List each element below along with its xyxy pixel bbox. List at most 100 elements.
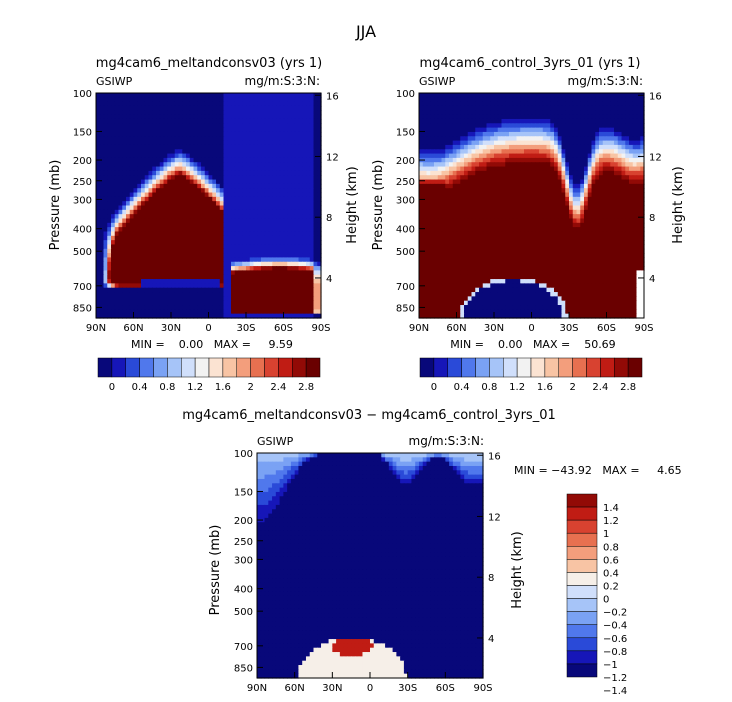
field-cell [141, 309, 146, 315]
field-cell [546, 188, 551, 194]
field-cell [569, 166, 574, 172]
field-cell [550, 123, 555, 129]
field-cell [572, 209, 578, 215]
field-cell [298, 188, 303, 194]
field-cell [584, 183, 589, 189]
field-cell [148, 127, 153, 133]
field-cell [201, 305, 206, 310]
field-cell [174, 188, 180, 194]
field-cell [621, 127, 626, 133]
field-cell [96, 227, 101, 233]
field-cell [430, 105, 435, 111]
field-cell [640, 101, 645, 107]
field-cell [632, 166, 638, 172]
field-cell [554, 144, 559, 150]
field-cell [629, 101, 634, 107]
field-cell [156, 144, 161, 150]
field-cell [287, 149, 292, 155]
field-cell [227, 240, 232, 246]
field-cell [219, 188, 225, 194]
field-cell [610, 114, 615, 120]
field-cell [144, 201, 150, 207]
field-cell [219, 183, 225, 189]
field-cell [261, 205, 266, 211]
field-cell [452, 140, 458, 146]
field-cell [216, 257, 221, 263]
field-cell [212, 218, 217, 224]
field-cell [96, 309, 101, 315]
field-cell [490, 123, 495, 129]
field-cell [309, 123, 315, 129]
field-cell [452, 127, 458, 133]
field-cell [212, 157, 217, 163]
field-cell [561, 105, 566, 111]
field-cell [569, 188, 574, 194]
field-cell [486, 183, 491, 189]
field-cell [309, 153, 315, 159]
field-cell [452, 179, 458, 185]
field-cell [505, 140, 510, 146]
field-cell [464, 179, 469, 185]
field-cell [223, 222, 228, 228]
field-cell [595, 144, 600, 150]
field-cell [133, 179, 138, 185]
field-cell [426, 140, 431, 146]
field-cell [253, 257, 258, 263]
field-cell [298, 240, 303, 246]
field-cell [599, 205, 604, 211]
field-cell [186, 274, 191, 280]
field-cell [148, 300, 153, 306]
field-cell [171, 131, 176, 137]
field-cell [96, 140, 101, 146]
field-cell [99, 270, 105, 276]
field-cell [561, 170, 566, 176]
field-cell [313, 196, 318, 202]
field-cell [178, 101, 183, 107]
field-cell [501, 127, 506, 133]
field-cell [445, 192, 450, 198]
field-cell [546, 118, 551, 124]
field-cell [249, 231, 255, 237]
field-cell [422, 149, 428, 155]
field-cell [242, 253, 247, 259]
field-cell [283, 136, 288, 142]
field-cell [204, 218, 210, 224]
field-cell [302, 192, 307, 198]
field-cell [501, 144, 506, 150]
field-cell [283, 175, 288, 181]
field-cell [103, 127, 108, 133]
field-cell [182, 179, 187, 185]
field-cell [223, 136, 228, 142]
field-cell [497, 162, 503, 168]
field-cell [501, 105, 506, 111]
field-cell [283, 170, 288, 176]
field-cell [621, 157, 626, 163]
field-cell [291, 183, 296, 189]
field-cell [171, 101, 176, 107]
field-cell [163, 270, 168, 276]
field-cell [306, 214, 311, 220]
field-cell [317, 157, 322, 163]
y-tick-label: 150 [73, 127, 92, 138]
field-cell [452, 201, 458, 207]
field-cell [186, 114, 191, 120]
field-cell [204, 287, 210, 293]
field-cell [617, 97, 623, 103]
field-cell [602, 136, 608, 142]
field-cell [268, 296, 273, 302]
field-cell [516, 131, 521, 137]
field-cell [208, 296, 213, 302]
field-cell [144, 231, 150, 237]
field-cell [572, 144, 578, 150]
field-cell [640, 166, 645, 172]
field-cell [156, 227, 161, 233]
field-cell [264, 179, 270, 185]
field-cell [242, 127, 247, 133]
field-cell [497, 101, 503, 107]
field-cell [535, 192, 540, 198]
field-cell [246, 196, 251, 202]
field-cell [531, 209, 536, 215]
field-cell [287, 175, 292, 181]
field-cell [234, 227, 240, 233]
field-cell [167, 127, 172, 133]
